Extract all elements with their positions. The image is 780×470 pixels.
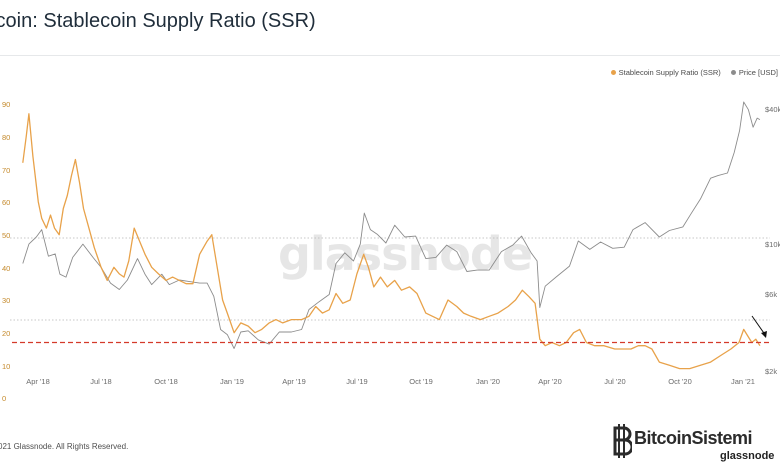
chart-legend: Stablecoin Supply Ratio (SSR) Price [USD… (610, 68, 778, 77)
annotation-arrow (751, 315, 767, 338)
left-tick-label: 10 (2, 362, 10, 371)
left-tick-label: 60 (2, 198, 10, 207)
x-tick-label: Jan '21 (731, 377, 755, 386)
left-tick-label: 20 (2, 329, 10, 338)
right-tick-label: $40k (765, 105, 780, 114)
left-tick-label: 70 (2, 166, 10, 175)
x-tick-label: Oct '18 (154, 377, 178, 386)
legend-swatch-price (730, 70, 736, 75)
x-tick-label: Oct '20 (668, 377, 692, 386)
x-tick-label: Jul '18 (90, 377, 111, 386)
x-axis-ticks: Apr '18 Jul '18 Oct '18 Jan '19 Apr '19 Jul '… (26, 377, 755, 386)
watermark-text: glassnode (278, 227, 532, 281)
legend-item-ssr[interactable]: Stablecoin Supply Ratio (SSR) (610, 68, 721, 77)
x-tick-label: Apr '20 (538, 377, 562, 386)
x-tick-label: Jan '19 (220, 377, 244, 386)
brand-name: BitcoinSistemi (634, 428, 753, 448)
left-axis-ticks: 90 80 70 60 50 40 30 20 10 0 (2, 100, 10, 403)
chart-title: tcoin: Stablecoin Supply Ratio (SSR) (0, 10, 316, 32)
x-tick-label: Jan '20 (476, 377, 500, 386)
legend-label-price: Price [USD] (738, 68, 778, 77)
legend-swatch-ssr (610, 70, 616, 75)
legend-label-ssr: Stablecoin Supply Ratio (SSR) (618, 68, 721, 77)
left-tick-label: 80 (2, 133, 10, 142)
left-tick-label: 40 (2, 264, 10, 273)
gridlines (10, 237, 770, 321)
left-tick-label: 30 (2, 296, 10, 305)
series-layer (22, 101, 761, 370)
header-divider (0, 55, 780, 56)
series-line-ssr (22, 113, 761, 370)
left-tick-label: 50 (2, 231, 10, 240)
right-axis-ticks: $40k $10k $6k $2k (765, 105, 780, 376)
left-tick-label: 0 (2, 394, 6, 403)
brand-sub: glassnode (720, 450, 775, 462)
x-tick-label: Jul '19 (346, 377, 367, 386)
brand-logo: BitcoinSistemi glassnode (612, 422, 780, 466)
x-tick-label: Apr '18 (26, 377, 50, 386)
x-tick-label: Apr '19 (282, 377, 306, 386)
series-line-price (22, 101, 761, 349)
x-tick-label: Oct '19 (409, 377, 433, 386)
bitcoin-icon (613, 424, 632, 458)
legend-item-price[interactable]: Price [USD] (730, 68, 778, 77)
right-tick-label: $10k (765, 240, 780, 249)
right-tick-label: $6k (765, 290, 777, 299)
footer-copyright: 021 Glassnode. All Rights Reserved. (0, 442, 129, 451)
left-tick-label: 90 (2, 100, 10, 109)
x-tick-label: Jul '20 (604, 377, 625, 386)
right-tick-label: $2k (765, 367, 777, 376)
